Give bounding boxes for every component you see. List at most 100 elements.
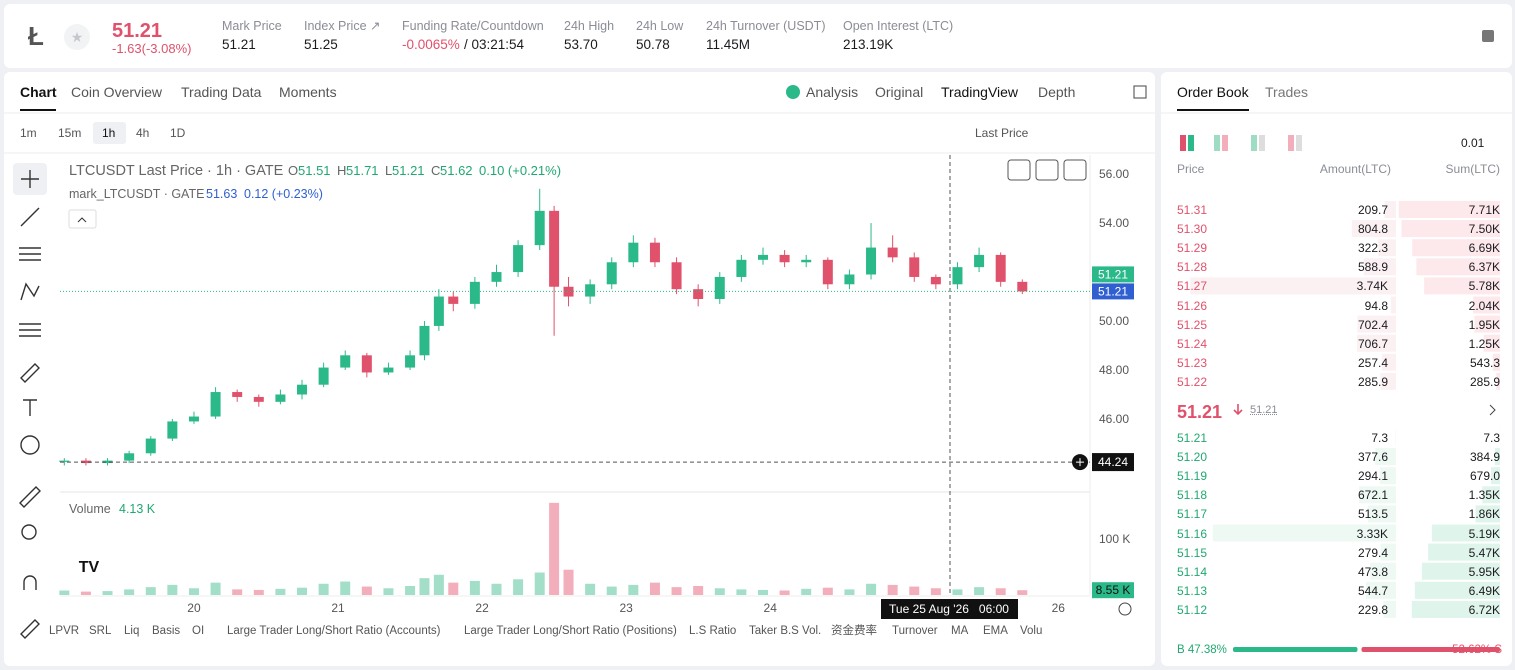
interval[interactable]: 1D: [170, 126, 186, 140]
indicator[interactable]: EMA: [983, 625, 1008, 637]
tool-pattern[interactable]: [20, 282, 40, 301]
candle-body: [145, 438, 156, 454]
ob-icon[interactable]: [1288, 135, 1294, 151]
depth-sum-bar: [1483, 334, 1500, 352]
ob-icon[interactable]: [1214, 135, 1220, 151]
tool-zoom[interactable]: [21, 524, 37, 540]
ob-icon[interactable]: [1222, 135, 1228, 151]
tool-channel[interactable]: [19, 247, 41, 261]
ob-icon[interactable]: [1188, 135, 1194, 151]
pane-buttons[interactable]: [1007, 159, 1087, 181]
ohlc-value: 51.62: [440, 163, 473, 178]
tool-fib[interactable]: [19, 323, 41, 337]
depth-sum-bar: [1416, 258, 1500, 276]
legend-change: 0.10 (+0.21%): [479, 163, 562, 178]
indicator[interactable]: Taker B.S Vol.: [749, 625, 822, 637]
indicator[interactable]: MA: [951, 625, 969, 637]
volume-bar: [974, 587, 985, 595]
view-tab[interactable]: TradingView: [941, 84, 1019, 100]
y-tick-label: 46.00: [1099, 412, 1129, 426]
candle-body: [757, 254, 768, 260]
indicator[interactable]: Large Trader Long/Short Ratio (Positions…: [464, 625, 677, 637]
indicator[interactable]: Turnover: [892, 625, 938, 637]
indicator[interactable]: LPVR: [49, 625, 80, 637]
indicator[interactable]: Large Trader Long/Short Ratio (Accounts): [227, 625, 441, 637]
candle-body: [383, 367, 394, 373]
settings-icon[interactable]: [1118, 602, 1132, 616]
interval[interactable]: 4h: [136, 126, 150, 140]
ob-price: 51.15: [1177, 545, 1208, 560]
favorite-bg[interactable]: [64, 24, 90, 50]
view-tab[interactable]: Original: [875, 84, 924, 100]
ob-icon[interactable]: [1251, 135, 1257, 151]
volume-bar: [210, 582, 221, 595]
interval[interactable]: 15m: [58, 126, 82, 140]
volume-bar: [606, 586, 617, 595]
tool-pen[interactable]: [20, 619, 40, 639]
indicator[interactable]: Basis: [152, 625, 181, 637]
chart-tab[interactable]: Trading Data: [181, 84, 262, 100]
ob-icon[interactable]: [1296, 135, 1302, 151]
indicator[interactable]: L.S Ratio: [689, 625, 737, 637]
chart-tab[interactable]: Moments: [279, 84, 337, 100]
tool-ruler[interactable]: [19, 486, 41, 508]
pane-btn[interactable]: [1007, 159, 1031, 181]
price-type[interactable]: Last Price: [975, 126, 1029, 140]
interval[interactable]: 1h: [102, 126, 116, 140]
x-tick-label: 24: [764, 601, 778, 615]
ob-price: 51.22: [1177, 374, 1208, 389]
layout-icon[interactable]: [1133, 85, 1147, 99]
crosshair-price-bg: [1092, 453, 1134, 472]
indicator[interactable]: Liq: [124, 625, 140, 637]
ob-icon[interactable]: [1180, 135, 1186, 151]
toolbar[interactable]: [13, 163, 47, 639]
ob-precision[interactable]: 0.01: [1461, 136, 1485, 150]
tool-crosshair[interactable]: [21, 170, 39, 188]
stat-value: 51.21: [222, 37, 256, 52]
candle-body: [887, 247, 898, 258]
ob-sum: 1.25K: [1468, 336, 1500, 351]
header-icon[interactable]: [1482, 30, 1494, 42]
candle-body: [80, 460, 91, 464]
ob-amount: 257.4: [1357, 355, 1388, 370]
indicator[interactable]: OI: [192, 625, 205, 637]
candle-body: [167, 421, 178, 439]
ob-sum: 6.72K: [1468, 602, 1500, 617]
indicator[interactable]: Volu: [1020, 625, 1043, 637]
ob-sum: 6.69K: [1468, 241, 1500, 256]
ob-mid-price: 51.21: [1177, 402, 1223, 422]
interval[interactable]: 1m: [20, 126, 37, 140]
stat-label: 24h Turnover (USDT): [706, 19, 826, 33]
candle-body: [102, 460, 113, 464]
favorite-star[interactable]: ★: [71, 29, 84, 45]
pane-btn[interactable]: [1035, 159, 1059, 181]
tool-brush[interactable]: [20, 363, 40, 383]
chart-tab[interactable]: Coin Overview: [71, 84, 163, 100]
view-tab[interactable]: Analysis: [806, 84, 859, 100]
candle-body: [736, 259, 747, 277]
volume-tag-bg: [1092, 582, 1134, 599]
ob-amount: 285.9: [1357, 374, 1388, 389]
ohlc-key: O: [288, 163, 299, 178]
view-tab[interactable]: Depth: [1038, 84, 1076, 100]
tool-text[interactable]: [23, 399, 37, 416]
ob-amount: 804.8: [1357, 222, 1388, 237]
ob-price: 51.29: [1177, 241, 1208, 256]
chart-tab[interactable]: Chart: [20, 84, 57, 100]
ob-view-icons[interactable]: [1180, 135, 1302, 151]
indicator[interactable]: 资金费率: [831, 625, 877, 637]
tool-magnet[interactable]: [23, 575, 37, 590]
indicator[interactable]: SRL: [89, 625, 112, 637]
x-tick-label: 26: [1052, 601, 1066, 615]
ob-sum: 5.19K: [1468, 526, 1500, 541]
ohlc-value: 51.51: [298, 163, 331, 178]
volume-bar: [693, 586, 704, 595]
tool-emoji[interactable]: [20, 435, 40, 455]
ob-icon[interactable]: [1259, 135, 1265, 151]
ob-tab[interactable]: Trades: [1265, 84, 1309, 100]
ob-tab[interactable]: Order Book: [1177, 84, 1249, 100]
x-tick-label: 21: [331, 601, 345, 615]
tool-line[interactable]: [20, 207, 40, 227]
pane-btn[interactable]: [1063, 159, 1087, 181]
